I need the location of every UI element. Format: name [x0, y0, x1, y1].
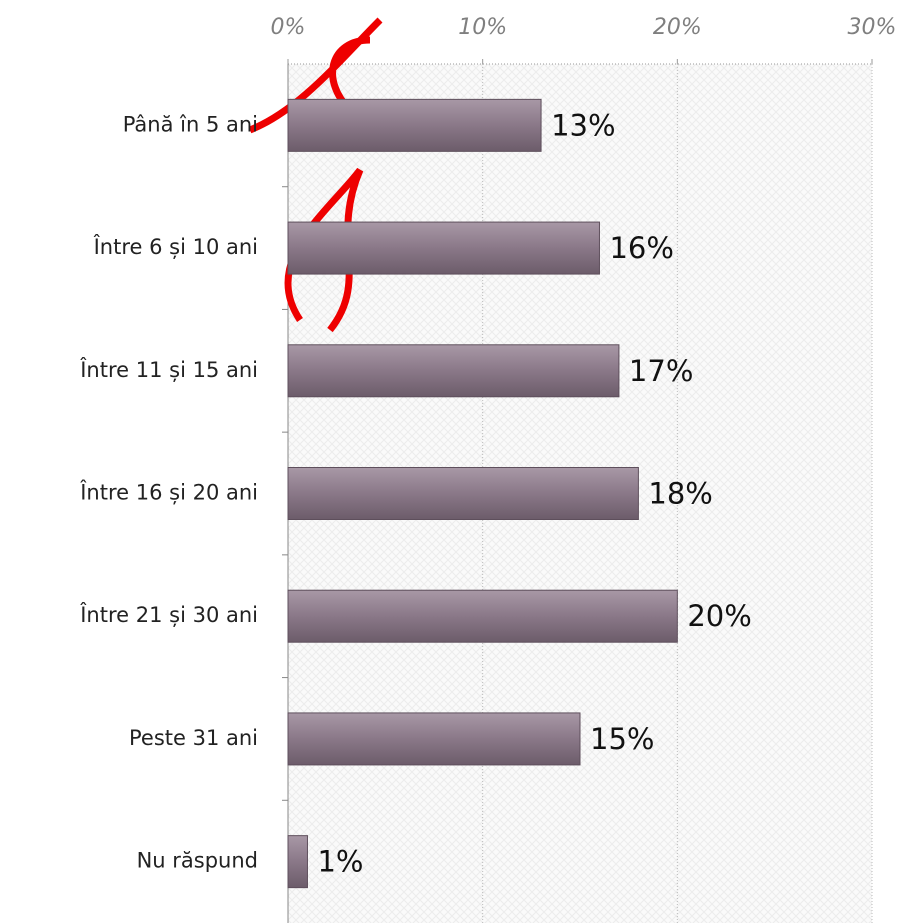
bar	[288, 345, 619, 397]
bar	[288, 222, 599, 274]
category-label: Între 21 și 30 ani	[79, 602, 258, 627]
bar	[288, 713, 580, 765]
x-tick-label: 20%	[653, 15, 702, 40]
x-tick-label: 0%	[271, 15, 306, 40]
category-label: Între 6 și 10 ani	[93, 234, 258, 259]
category-label: Între 16 și 20 ani	[79, 480, 258, 505]
x-tick-label: 10%	[458, 15, 507, 40]
x-tick-label: 30%	[848, 15, 897, 40]
category-label: Nu răspund	[137, 849, 258, 873]
value-label: 1%	[317, 845, 363, 879]
value-label: 16%	[609, 231, 673, 265]
chart: 0% 10% 20% 30% Până în 5 ani 13% Între 6 și 10…	[0, 0, 904, 923]
value-label: 17%	[629, 354, 693, 388]
bar	[288, 836, 307, 888]
category-label: Între 11 și 15 ani	[79, 357, 258, 382]
category-label: Peste 31 ani	[129, 726, 258, 750]
value-label: 15%	[590, 722, 654, 756]
bar	[288, 99, 541, 151]
category-label: Până în 5 ani	[123, 112, 258, 136]
page: {"chart_data": {"type": "bar", "orientat…	[0, 0, 904, 923]
value-label: 20%	[687, 599, 751, 633]
value-label: 18%	[648, 477, 712, 511]
value-label: 13%	[551, 108, 615, 142]
bar	[288, 468, 638, 520]
bar	[288, 590, 677, 642]
